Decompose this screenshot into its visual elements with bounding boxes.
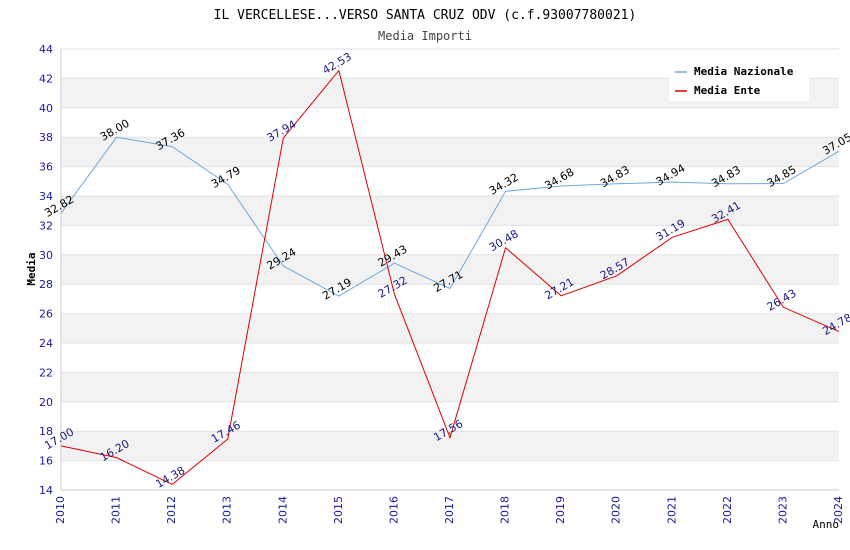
y-tick-labels: 14 16 18 20 22 24 26 28 30 32 34 36 38 40 42 44 (39, 43, 53, 497)
x-tick-label: 2019 (554, 496, 567, 524)
chart-title: IL VERCELLESE...VERSO SANTA CRUZ ODV (c.… (214, 8, 637, 23)
x-tick-label: 2022 (721, 496, 734, 524)
y-axis-label: Media (25, 252, 38, 285)
y-tick-label: 22 (39, 366, 53, 379)
x-tick-label: 2024 (832, 496, 845, 524)
grid-band (61, 196, 839, 226)
x-tick-label: 2016 (387, 496, 400, 524)
y-tick-label: 14 (39, 484, 53, 497)
x-tick-label: 2021 (665, 496, 678, 524)
axes (60, 49, 839, 491)
y-tick-label: 18 (39, 425, 53, 438)
x-tick-label: 2014 (276, 496, 289, 524)
data-label: 34.83 (709, 163, 743, 190)
data-label: 34.68 (543, 165, 577, 192)
x-tick-label: 2017 (443, 496, 456, 524)
x-tick-label: 2018 (499, 496, 512, 524)
y-tick-label: 34 (39, 190, 53, 203)
series-lines (60, 69, 840, 486)
legend-label-media-ente: Media Ente (694, 84, 761, 97)
grid-band (61, 137, 839, 167)
legend: Media Nazionale Media Ente (669, 60, 809, 101)
data-label: 34.79 (209, 164, 243, 191)
series-line-media-nazionale (60, 136, 840, 297)
x-tick-labels: 2010 2011 2012 2013 2014 2015 2016 2017 2018 2019… (54, 496, 845, 524)
y-tick-label: 32 (39, 219, 53, 232)
y-tick-label: 20 (39, 396, 53, 409)
data-label: 30.48 (487, 227, 521, 254)
y-tick-label: 26 (39, 308, 53, 321)
x-tick-label: 2013 (221, 496, 234, 524)
x-tick-label: 2012 (165, 496, 178, 524)
grid-band (61, 372, 839, 402)
y-tick-label: 40 (39, 102, 53, 115)
series-line-media-ente (60, 69, 840, 486)
y-tick-label: 16 (39, 455, 53, 468)
y-tick-label: 24 (39, 337, 53, 350)
data-label: 26.43 (765, 287, 799, 314)
legend-box (669, 60, 809, 101)
x-tick-label: 2015 (332, 496, 345, 524)
x-tick-label: 2011 (110, 496, 123, 524)
x-tick-label: 2023 (776, 496, 789, 524)
y-tick-label: 44 (39, 43, 53, 56)
y-tick-label: 30 (39, 249, 53, 262)
x-tick-label: 2010 (54, 496, 67, 524)
data-label: 14.38 (154, 464, 188, 491)
y-tick-label: 36 (39, 161, 53, 174)
data-label: 34.83 (598, 163, 632, 190)
legend-label-media-nazionale: Media Nazionale (694, 65, 794, 78)
y-tick-label: 38 (39, 131, 53, 144)
grid-band (61, 254, 839, 285)
x-axis-label: Anno (813, 518, 840, 531)
y-tick-label: 42 (39, 72, 53, 85)
x-tick-label: 2020 (610, 496, 623, 524)
y-tick-label: 28 (39, 278, 53, 291)
grid-bands (61, 48, 839, 491)
chart-subtitle: Media Importi (378, 29, 472, 43)
grid-band (61, 313, 839, 343)
